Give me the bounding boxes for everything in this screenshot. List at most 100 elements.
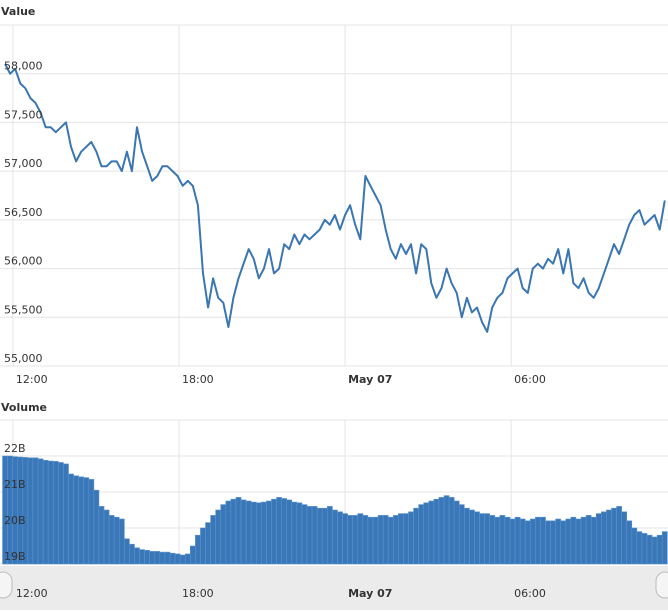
- volume-bar: [281, 498, 288, 565]
- volume-bar: [68, 473, 74, 565]
- volume-bar: [32, 457, 39, 565]
- volume-bar: [519, 518, 526, 565]
- volume-bar: [641, 533, 648, 565]
- volume-bar: [159, 551, 166, 565]
- volume-bar: [78, 476, 85, 565]
- volume-bar: [276, 497, 282, 565]
- volume-bar: [590, 516, 597, 565]
- volume-bar: [327, 506, 333, 565]
- panel-title: Value: [1, 5, 35, 18]
- navigator-handle-right[interactable]: [655, 571, 668, 599]
- volume-bar: [149, 551, 156, 565]
- volume-bar: [428, 500, 435, 565]
- volume-bar: [382, 515, 389, 565]
- volume-bar: [179, 554, 186, 565]
- volume-bar: [337, 511, 343, 565]
- volume-bar: [245, 500, 252, 565]
- volume-bar: [271, 498, 277, 565]
- volume-bar: [479, 513, 485, 565]
- volume-bar: [154, 551, 161, 565]
- volume-bar: [37, 458, 44, 565]
- volume-bar: [88, 479, 95, 565]
- volume-bar: [631, 527, 638, 565]
- volume-bar: [129, 543, 135, 565]
- volume-bar: [124, 538, 130, 565]
- volume-bar: [301, 504, 308, 565]
- volume-bar: [377, 515, 384, 565]
- y-tick-label: 22B: [4, 442, 26, 455]
- volume-bar: [215, 509, 222, 565]
- volume-bar: [398, 513, 404, 565]
- volume-bar: [235, 497, 242, 565]
- y-tick-label: 20B: [4, 514, 26, 527]
- volume-bar: [7, 455, 13, 565]
- volume-bar: [63, 463, 69, 565]
- volume-bar: [58, 462, 64, 565]
- volume-bar: [651, 536, 658, 565]
- volume-bar: [291, 501, 298, 565]
- volume-bar: [372, 516, 379, 565]
- navigator-label: May 07: [348, 587, 392, 600]
- volume-bar: [494, 516, 501, 565]
- volume-bar: [636, 531, 643, 565]
- volume-bar: [433, 498, 440, 565]
- volume-bar: [621, 511, 628, 565]
- navigator-label: 06:00: [514, 587, 546, 600]
- volume-bar: [2, 455, 8, 565]
- volume-bar: [413, 507, 419, 565]
- volume-bar: [174, 553, 181, 565]
- navigator-handle-left[interactable]: [0, 571, 13, 599]
- volume-bar: [250, 501, 257, 565]
- volume-bar: [418, 504, 425, 565]
- volume-bar: [342, 513, 348, 565]
- plots: Value 12:00 18:00 May 07 06:00 55,000 55,500 56…: [0, 5, 668, 600]
- navigator[interactable]: [0, 566, 668, 610]
- volume-bar: [210, 515, 216, 565]
- volume-bar: [357, 513, 364, 565]
- volume-bar: [261, 501, 267, 565]
- y-tick-label: 56,500: [4, 206, 43, 219]
- volume-bar: [195, 534, 201, 565]
- volume-bar: [580, 516, 587, 565]
- volume-bar: [367, 516, 374, 565]
- volume-bar: [464, 507, 470, 565]
- navigator-label: 18:00: [182, 587, 214, 600]
- volume-bar: [474, 511, 480, 565]
- volume-bar: [321, 507, 328, 565]
- volume-bar: [550, 520, 556, 565]
- y-tick-label: 55,500: [4, 303, 43, 316]
- volume-bar: [661, 531, 668, 565]
- y-tick-label: 57,000: [4, 157, 43, 170]
- volume-bar: [408, 511, 414, 565]
- x-tick-label: May 07: [348, 373, 392, 386]
- volume-bar: [504, 516, 511, 565]
- y-tick-label: 56,000: [4, 255, 43, 268]
- volume-bar: [266, 500, 272, 565]
- volume-bar: [392, 515, 399, 565]
- volume-bar: [306, 506, 313, 565]
- volume-bar: [352, 515, 359, 565]
- volume-bar: [362, 515, 369, 565]
- volume-bar: [347, 515, 353, 565]
- volume-bar: [484, 513, 490, 565]
- x-tick-label: 06:00: [514, 373, 546, 386]
- volume-bar: [139, 549, 145, 565]
- panel-title: Volume: [1, 401, 47, 414]
- volume-bar: [626, 520, 633, 565]
- volume-bar: [514, 516, 521, 565]
- volume-bar: [296, 502, 303, 565]
- volume-bar: [403, 513, 409, 565]
- volume-bar: [83, 477, 90, 565]
- volume-bar: [606, 509, 612, 565]
- volume-bar: [169, 552, 176, 565]
- volume-bar: [540, 516, 546, 565]
- volume-bar: [585, 515, 592, 565]
- volume-bar: [499, 515, 506, 565]
- volume-bar: [316, 507, 323, 565]
- volume-bar: [200, 527, 206, 565]
- volume-bar: [443, 495, 450, 565]
- volume-bar: [12, 456, 19, 565]
- volume-bar: [560, 520, 567, 565]
- volume-bar: [646, 534, 653, 565]
